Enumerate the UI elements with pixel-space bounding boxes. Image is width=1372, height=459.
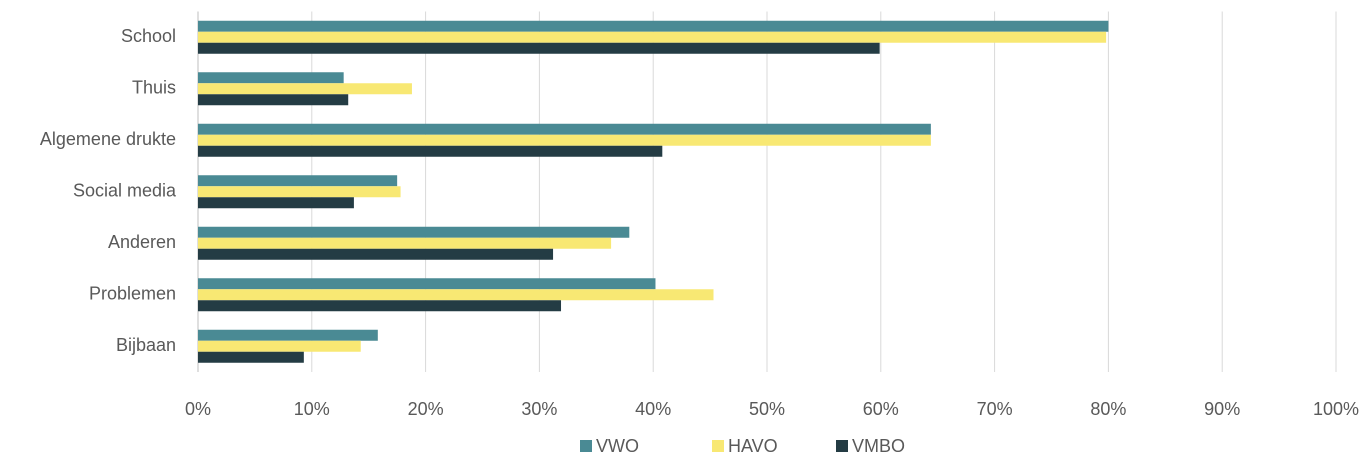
x-tick-label: 30%	[521, 399, 557, 419]
bar	[198, 289, 714, 301]
bar	[198, 197, 354, 209]
legend-label: VMBO	[852, 436, 905, 456]
bar	[198, 123, 931, 135]
x-tick-label: 40%	[635, 399, 671, 419]
bar	[198, 31, 1107, 43]
legend-label: HAVO	[728, 436, 778, 456]
bar	[198, 186, 401, 198]
x-tick-label: 50%	[749, 399, 785, 419]
bar	[198, 20, 1109, 32]
y-tick-label: School	[121, 26, 176, 46]
bar	[198, 351, 304, 363]
bar	[198, 226, 630, 238]
x-tick-label: 10%	[294, 399, 330, 419]
y-tick-label: Thuis	[132, 78, 176, 98]
bar	[198, 72, 344, 84]
legend-swatch	[712, 440, 724, 452]
bar	[198, 340, 361, 352]
bar	[198, 329, 378, 341]
x-tick-label: 90%	[1204, 399, 1240, 419]
bar	[198, 145, 663, 157]
x-tick-label: 60%	[863, 399, 899, 419]
y-tick-label: Anderen	[108, 232, 176, 252]
x-tick-label: 100%	[1313, 399, 1359, 419]
bar	[198, 300, 562, 312]
bar	[198, 134, 931, 146]
bar	[198, 248, 554, 260]
bar	[198, 83, 412, 95]
legend-swatch	[580, 440, 592, 452]
y-tick-label: Problemen	[89, 284, 176, 304]
x-tick-label: 20%	[408, 399, 444, 419]
bar	[198, 278, 656, 290]
y-tick-label: Social media	[73, 181, 177, 201]
x-tick-label: 80%	[1090, 399, 1126, 419]
legend-label: VWO	[596, 436, 639, 456]
y-tick-label: Bijbaan	[116, 335, 176, 355]
x-tick-label: 70%	[977, 399, 1013, 419]
bar	[198, 42, 880, 54]
y-tick-label: Algemene drukte	[40, 129, 176, 149]
bar	[198, 94, 349, 106]
bar	[198, 237, 612, 249]
legend-swatch	[836, 440, 848, 452]
bar	[198, 175, 398, 187]
x-tick-label: 0%	[185, 399, 211, 419]
